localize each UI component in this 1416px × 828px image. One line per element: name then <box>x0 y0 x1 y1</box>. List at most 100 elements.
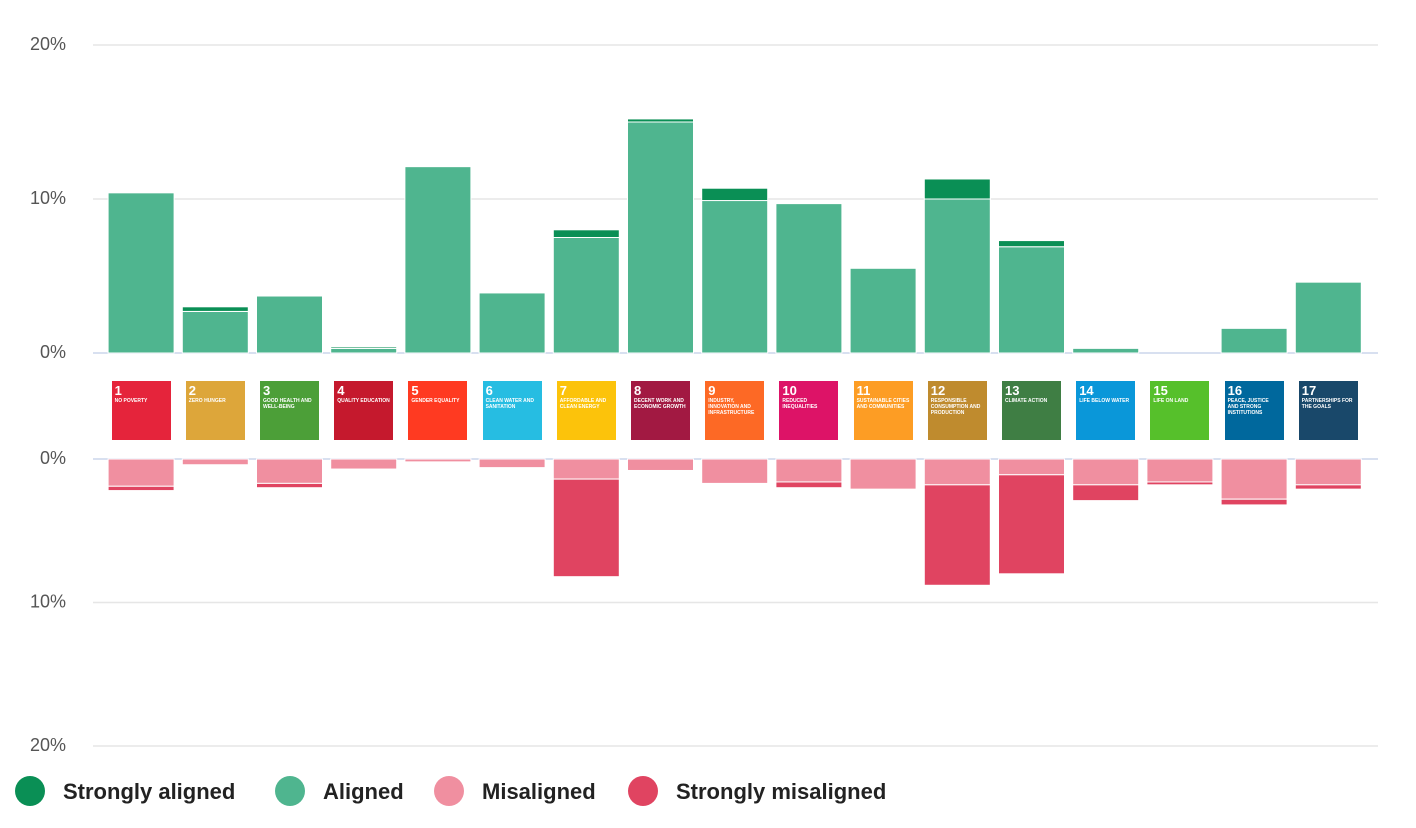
sdg-icon: 8 DECENT WORK AND ECONOMIC GROWTH <box>631 381 690 440</box>
sdg-icon: 10 REDUCED INEQUALITIES <box>779 381 839 440</box>
sdg-icon: 13 CLIMATE ACTION <box>1002 381 1061 440</box>
bar-segment <box>330 347 398 354</box>
sdg-name: GENDER EQUALITY <box>411 398 460 404</box>
sdg-number: 15 <box>1153 383 1168 398</box>
sdg-icon: 1 NO POVERTY <box>111 381 171 440</box>
bar-segment <box>107 192 175 354</box>
bar-segment <box>1072 484 1140 502</box>
bar-segment <box>998 474 1065 575</box>
bar-segment <box>478 292 546 354</box>
legend-marker <box>628 776 658 806</box>
sdg-name: GOOD HEALTH AND WELL-BEING <box>263 398 312 410</box>
sdg-name: RESPONSIBLE CONSUMPTION AND PRODUCTION <box>930 398 981 416</box>
y-tick-label: 10% <box>30 188 66 208</box>
sdg-name: DECENT WORK AND ECONOMIC GROWTH <box>634 398 686 410</box>
sdg-name: ZERO HUNGER <box>188 398 226 404</box>
bar-segment <box>1220 458 1288 500</box>
legend-marker <box>275 776 305 806</box>
sdg-number: 9 <box>708 383 716 398</box>
y-tick-label: 0% <box>40 448 66 468</box>
bar-segment <box>627 121 694 354</box>
sdg-name: PARTNERSHIPS FOR THE GOALS <box>1301 398 1353 410</box>
bar-segment <box>849 458 917 490</box>
bar-segment <box>330 458 398 470</box>
sdg-icon: 3 GOOD HEALTH AND WELL-BEING <box>260 381 319 440</box>
bar-segment <box>1294 484 1362 490</box>
bar-segment <box>181 306 249 312</box>
sdg-number: 16 <box>1227 383 1243 398</box>
bar-segment <box>478 458 546 469</box>
y-tick-label: 20% <box>30 34 66 54</box>
bar-segment <box>701 200 769 354</box>
sdg-number: 11 <box>856 383 871 398</box>
sdg-name: AFFORDABLE AND CLEAN ENERGY <box>559 398 607 410</box>
bar-segment <box>775 458 843 483</box>
sdg-name: SUSTAINABLE CITIES AND COMMUNITIES <box>856 398 910 410</box>
bar-segment <box>1146 458 1214 483</box>
bar-segment <box>998 246 1065 354</box>
bar-segment <box>923 178 991 200</box>
bar-segment <box>627 458 694 471</box>
sdg-icon: 4 QUALITY EDUCATION <box>334 381 394 440</box>
sdg-number: 17 <box>1301 383 1317 398</box>
bar-segment <box>256 295 323 354</box>
sdg-icon: 15 LIFE ON LAND <box>1150 381 1210 440</box>
bar-segment <box>998 240 1065 248</box>
sdg-icon: 7 AFFORDABLE AND CLEAN ENERGY <box>556 381 616 440</box>
bar-segment <box>998 458 1065 476</box>
bar-segment <box>849 267 917 354</box>
bar-segment <box>775 481 843 489</box>
bar-segment <box>552 237 620 354</box>
bar-segment <box>181 310 249 354</box>
bar-segment <box>923 484 991 586</box>
sdg-number: 8 <box>634 383 642 398</box>
bar-segment <box>701 187 769 202</box>
bar-segment <box>181 458 249 466</box>
bar-segment <box>1220 498 1288 506</box>
y-tick-label: 20% <box>30 735 66 755</box>
bar-segment <box>1072 347 1140 354</box>
sdg-icon: 14 LIFE BELOW WATER <box>1076 381 1136 440</box>
bar-segment <box>552 478 620 578</box>
bar-segment <box>1220 327 1288 354</box>
sdg-number: 13 <box>1005 383 1020 398</box>
bar-segment <box>256 458 323 484</box>
sdg-icon: 12 RESPONSIBLE CONSUMPTION AND PRODUCTION <box>927 381 987 440</box>
bar-segment <box>627 118 694 123</box>
sdg-name: CLIMATE ACTION <box>1005 398 1048 404</box>
bar-segment <box>256 482 323 489</box>
sdg-icon: 5 GENDER EQUALITY <box>408 381 468 440</box>
sdg-number: 14 <box>1079 383 1094 398</box>
sdg-icon: 17 PARTNERSHIPS FOR THE GOALS <box>1298 381 1358 440</box>
sdg-number: 1 <box>114 383 122 398</box>
legend-label: Strongly aligned <box>63 779 236 804</box>
sdg-name: QUALITY EDUCATION <box>337 398 390 404</box>
sdg-name: LIFE ON LAND <box>1153 398 1189 404</box>
sdg-number: 5 <box>411 383 419 398</box>
bar-segment <box>552 458 620 480</box>
bar-segment <box>923 458 991 486</box>
sdg-number: 6 <box>485 383 493 398</box>
sdg-number: 7 <box>559 383 568 398</box>
sdg-name: LIFE BELOW WATER <box>1079 398 1130 404</box>
sdg-number: 12 <box>930 383 946 398</box>
sdg-name: REDUCED INEQUALITIES <box>782 398 818 410</box>
legend-label: Strongly misaligned <box>676 779 887 804</box>
bar-segment <box>107 485 175 492</box>
sdg-name: NO POVERTY <box>114 398 148 404</box>
sdg-icon: 2 ZERO HUNGER <box>185 381 245 440</box>
bar-segment <box>701 458 769 484</box>
bar-segment <box>404 166 472 354</box>
legend-marker <box>15 776 45 806</box>
bar-segment <box>1072 458 1140 486</box>
bar-segment <box>1146 481 1214 486</box>
sdg-name: PEACE, JUSTICE AND STRONG INSTITUTIONS <box>1227 398 1269 416</box>
sdg-number: 2 <box>188 383 197 398</box>
sdg-number: 3 <box>263 383 271 398</box>
sdg-number: 4 <box>337 383 345 398</box>
sdg-icon: 16 PEACE, JUSTICE AND STRONG INSTITUTIONS <box>1224 381 1284 440</box>
sdg-number: 10 <box>782 383 797 398</box>
bar-segment <box>404 458 472 463</box>
